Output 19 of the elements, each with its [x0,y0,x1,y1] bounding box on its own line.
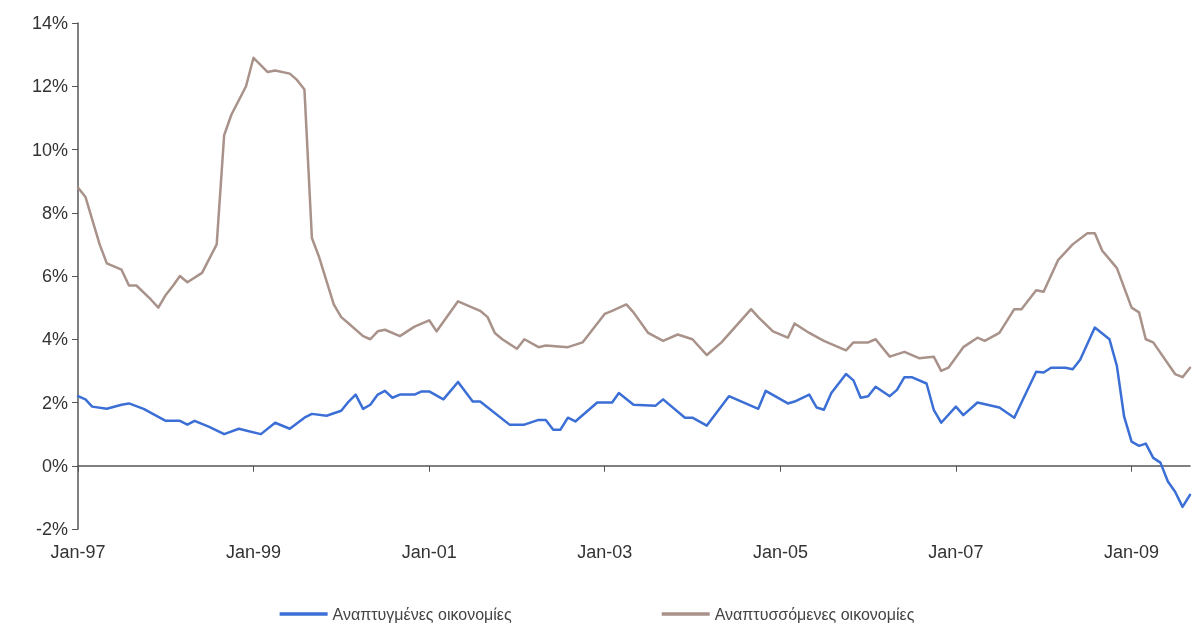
y-tick-label: 2% [41,392,68,413]
x-tick-label: Jan-97 [50,542,106,562]
y-tick-label: 8% [41,202,68,223]
x-tick-label: Jan-09 [1104,542,1160,562]
x-tick-label: Jan-07 [928,542,984,562]
line-series [76,56,1192,379]
x-tick-label: Jan-03 [577,542,633,562]
y-tick-label: 6% [41,266,68,286]
x-tick-label: Jan-05 [752,542,808,562]
legend-label: Αναπτυσσόμενες οικονομίες [714,605,915,623]
y-tick-label: 4% [41,329,68,350]
x-tick-label: Jan-01 [401,542,457,562]
y-tick-label: -2% [35,519,68,539]
y-tick-label: 10% [31,139,68,160]
x-tick-label: Jan-99 [225,542,281,562]
y-tick-label: 0% [41,455,68,476]
legend-label: Αναπτυγμένες οικονομίες [332,605,512,623]
y-tick-label: 12% [31,76,68,97]
y-tick-label: 14% [31,13,68,33]
